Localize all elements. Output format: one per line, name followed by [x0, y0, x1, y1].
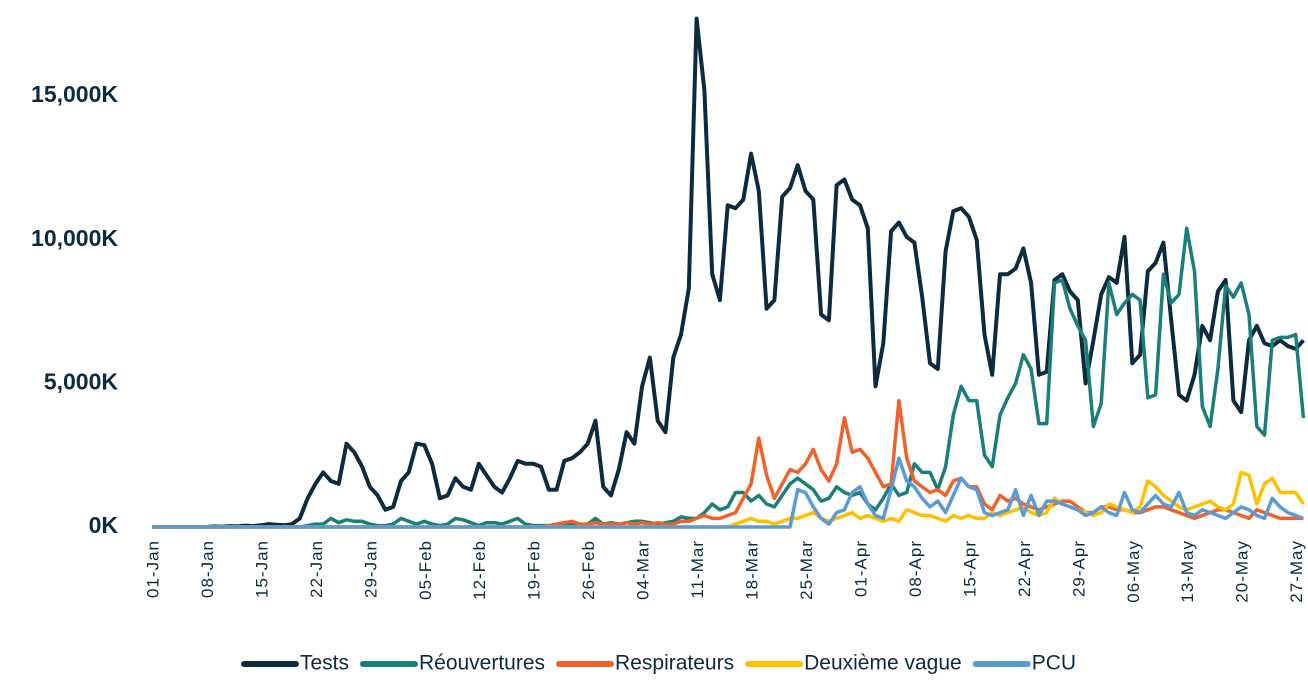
- legend-label: Respirateurs: [615, 652, 734, 675]
- x-tick-label: 04-Mar: [634, 540, 653, 600]
- legend: Tests Réouvertures Respirateurs Deuxième va…: [240, 652, 1076, 675]
- x-tick-label: 22-Jan: [307, 540, 326, 598]
- x-tick-label: 08-Apr: [906, 540, 925, 597]
- x-tick-label: 06-May: [1124, 540, 1143, 603]
- x-tick-label: 25-Mar: [797, 540, 816, 600]
- y-tick-label: 0K: [89, 512, 119, 538]
- x-tick-label: 18-Mar: [743, 540, 762, 600]
- series-line: [152, 16, 1305, 529]
- x-tick-label: 05-Feb: [416, 540, 435, 600]
- x-tick-label: 20-May: [1233, 540, 1252, 603]
- x-tick-label: 26-Feb: [579, 540, 598, 600]
- x-tick-label: 11-Mar: [688, 540, 707, 599]
- x-tick-label: 15-Apr: [960, 540, 979, 597]
- x-tick-label: 13-May: [1178, 540, 1197, 603]
- x-tick-label: 12-Feb: [470, 540, 489, 600]
- legend-label: PCU: [1032, 652, 1076, 675]
- y-tick-label: 15,000K: [31, 81, 118, 107]
- legend-label: Réouvertures: [419, 652, 545, 675]
- x-tick-label: 19-Feb: [525, 540, 544, 600]
- series-line: [152, 456, 1305, 529]
- x-tick-label: 29-Apr: [1069, 540, 1088, 597]
- series-line: [152, 226, 1306, 529]
- x-tick-label: 29-Jan: [361, 540, 380, 598]
- x-tick-label: 15-Jan: [252, 540, 271, 598]
- x-tick-label: 08-Jan: [198, 540, 217, 598]
- y-tick-label: 10,000K: [31, 225, 118, 251]
- legend-label: Tests: [300, 652, 349, 675]
- x-tick-label: 01-Jan: [143, 540, 162, 598]
- x-tick-label: 27-May: [1287, 540, 1306, 603]
- x-tick-label: 01-Apr: [851, 540, 870, 597]
- y-tick-label: 5,000K: [44, 368, 119, 394]
- legend-label: Deuxième vague: [804, 652, 962, 675]
- series-line: [152, 470, 1305, 529]
- x-tick-label: 22-Apr: [1015, 540, 1034, 597]
